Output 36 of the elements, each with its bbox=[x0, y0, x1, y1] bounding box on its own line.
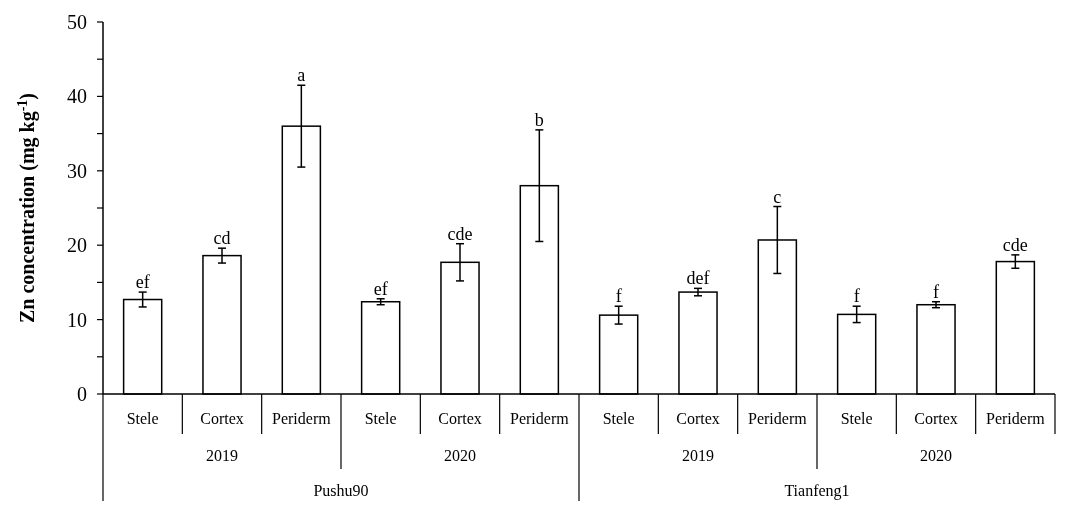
text: Pushu90 bbox=[313, 482, 369, 499]
y-tick-label: 20 bbox=[67, 234, 87, 257]
data-label: cd bbox=[213, 228, 231, 249]
text: 2020 bbox=[444, 447, 476, 464]
data-label: f bbox=[615, 286, 622, 307]
x-tick-label: Periderm bbox=[986, 410, 1046, 427]
data-label: cde bbox=[447, 223, 473, 244]
x-tick-label: Cortex bbox=[914, 410, 958, 427]
x-tick-label: Cortex bbox=[438, 410, 482, 427]
y-tick-label: 50 bbox=[67, 11, 87, 33]
x-tick-label: Cortex bbox=[200, 410, 244, 427]
y-tick-label: 40 bbox=[67, 85, 87, 108]
x-tick-label: Stele bbox=[126, 410, 159, 427]
x-tick-label: Stele bbox=[602, 410, 635, 427]
data-label: def bbox=[686, 268, 710, 289]
y-tick-label: 10 bbox=[67, 308, 87, 331]
text: Tianfeng1 bbox=[784, 482, 850, 500]
data-label: a bbox=[297, 65, 306, 86]
text: 2020 bbox=[920, 447, 952, 464]
data-label: cde bbox=[1002, 234, 1028, 255]
text: 2019 bbox=[206, 447, 238, 464]
data-label: b bbox=[534, 109, 544, 130]
data-label: f bbox=[933, 281, 939, 302]
data-label: c bbox=[773, 186, 782, 207]
x-tick-label: Stele bbox=[364, 410, 397, 427]
x-tick-label: Periderm bbox=[510, 410, 570, 427]
x-tick-label: Periderm bbox=[272, 410, 332, 427]
x-tick-label: Cortex bbox=[676, 410, 720, 427]
data-label: ef bbox=[373, 278, 388, 299]
text: 2019 bbox=[682, 447, 714, 464]
data-label: ef bbox=[135, 272, 150, 293]
x-tick-label: Stele bbox=[840, 410, 873, 427]
y-tick-label: 30 bbox=[67, 159, 87, 182]
y-tick-label: 0 bbox=[77, 383, 87, 405]
x-tick-label: Periderm bbox=[748, 410, 808, 427]
data-label: f bbox=[853, 286, 860, 307]
